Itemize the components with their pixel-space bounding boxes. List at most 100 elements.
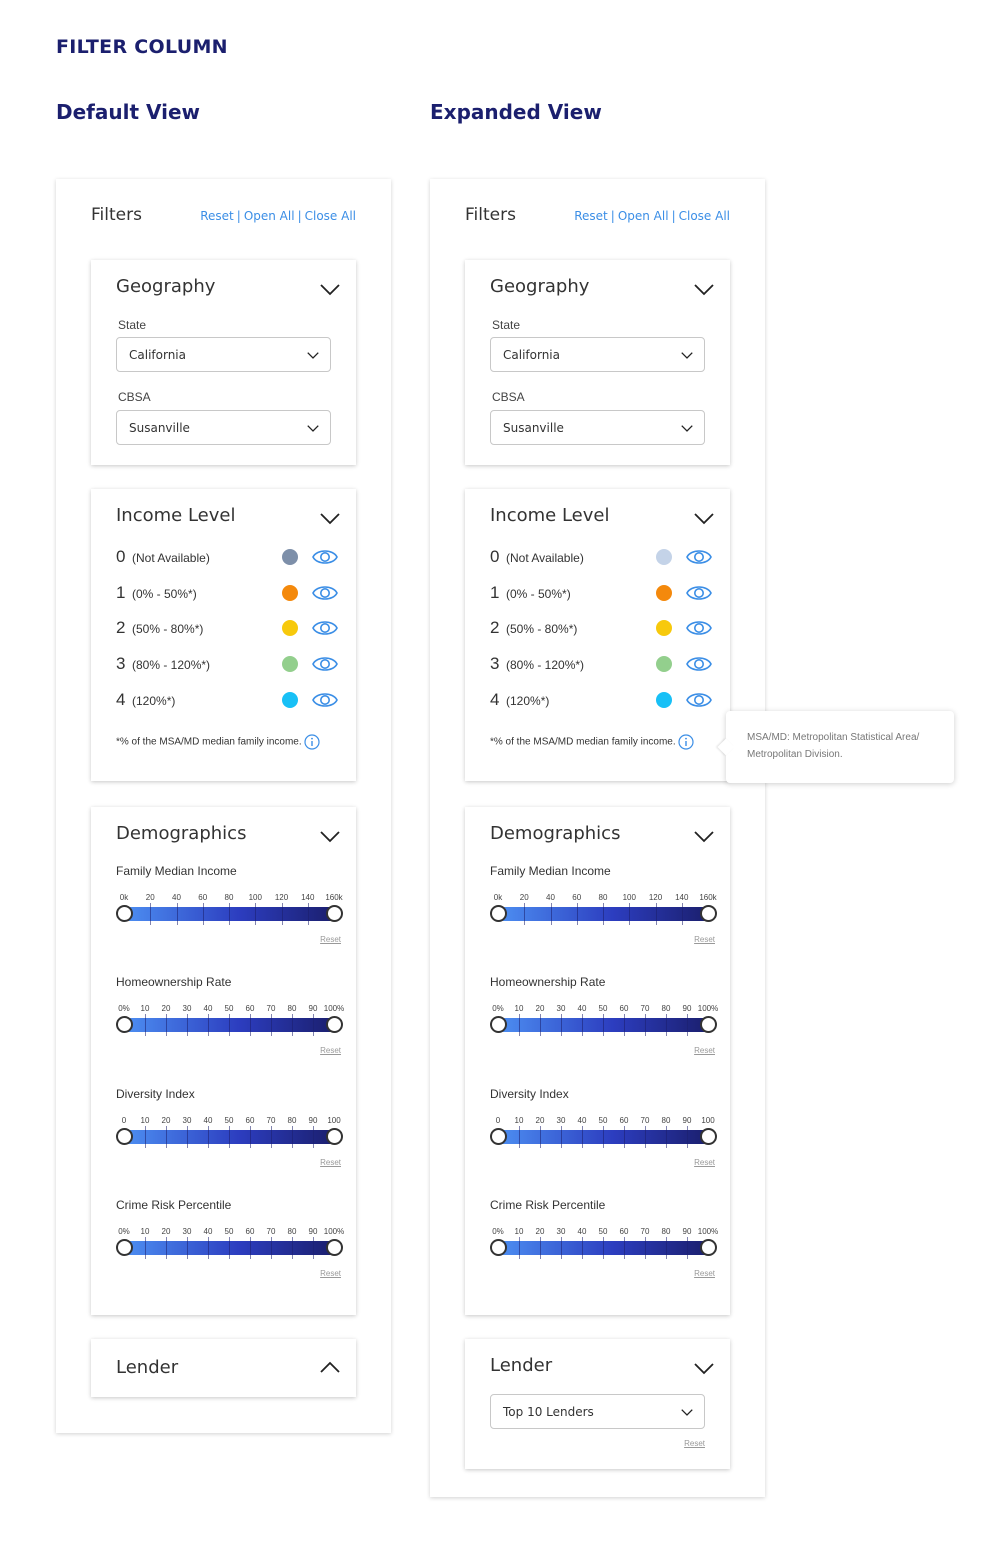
slider-tick-label: 60 [619,1227,629,1236]
slider-reset-link[interactable]: Reset [320,1046,341,1055]
slider-tick-labels: 0% 10 20 30 40 50 60 70 80 90 100% [116,1004,344,1016]
lender-reset-link[interactable]: Reset [684,1439,705,1448]
eye-icon[interactable] [311,582,339,604]
slider-tick [150,903,152,925]
slider-max-handle[interactable] [700,905,717,922]
slider-reset-link[interactable]: Reset [320,1269,341,1278]
slider-track[interactable] [498,1126,708,1148]
slider-reset-link[interactable]: Reset [694,1269,715,1278]
income-level-toggle-chevron-icon[interactable] [318,506,342,530]
expanded-view-title: Expanded View [430,100,602,124]
lender-title: Lender [116,1357,179,1378]
slider-reset-link[interactable]: Reset [320,935,341,944]
close-all-link[interactable]: Close All [678,209,730,223]
slider-tick-label: 0% [492,1227,504,1236]
slider-min-handle[interactable] [116,1239,133,1256]
slider-min-handle[interactable] [490,1239,507,1256]
income-color-swatch [282,691,298,708]
slider-tick-label: 30 [182,1116,192,1125]
info-icon[interactable] [678,734,694,750]
slider-tick-label: 80 [598,893,608,902]
page-title: FILTER COLUMN [56,36,228,58]
eye-icon[interactable] [311,546,339,568]
slider-max-handle[interactable] [326,1016,343,1033]
slider-min-handle[interactable] [116,1128,133,1145]
slider-track[interactable] [498,1014,708,1036]
slider-tick [540,1237,541,1259]
slider-track[interactable] [124,903,334,925]
demographics-toggle-chevron-icon[interactable] [692,824,716,848]
info-icon[interactable] [304,734,320,750]
lender-expand-chevron-icon[interactable] [318,1356,342,1380]
close-all-link[interactable]: Close All [304,209,356,223]
lender-select[interactable]: Top 10 Lenders [490,1394,705,1429]
slider-label: Crime Risk Percentile [116,1198,232,1212]
eye-icon[interactable] [311,653,339,675]
chevron-down-icon [681,425,693,432]
income-footnote: *% of the MSA/MD median family income. [116,734,320,750]
slider-tick [582,1014,583,1036]
slider-min-handle[interactable] [490,1016,507,1033]
eye-icon[interactable] [685,689,713,711]
slider-tick-label: 0k [119,893,129,902]
eye-icon[interactable] [685,582,713,604]
open-all-link[interactable]: Open All [617,209,669,223]
slider-reset-link[interactable]: Reset [694,1046,715,1055]
reset-all-link[interactable]: Reset [574,209,608,223]
eye-icon[interactable] [685,653,713,675]
lender-collapse-chevron-icon[interactable] [692,1356,716,1380]
slider-max-handle[interactable] [326,905,343,922]
cbsa-select[interactable]: Susanville [490,410,705,445]
income-level-toggle-chevron-icon[interactable] [692,506,716,530]
eye-icon[interactable] [685,617,713,639]
geography-toggle-chevron-icon[interactable] [318,277,342,301]
slider-min-handle[interactable] [490,1128,507,1145]
slider-max-handle[interactable] [326,1239,343,1256]
slider-max-handle[interactable] [326,1128,343,1145]
slider-max-handle[interactable] [700,1016,717,1033]
slider-reset-link[interactable]: Reset [320,1158,341,1167]
slider-tick-label: 90 [682,1116,692,1125]
income-level-range: (Not Available) [506,551,584,565]
slider-tick-label: 10 [140,1116,150,1125]
slider-min-handle[interactable] [116,1016,133,1033]
slider-min-handle[interactable] [490,905,507,922]
separator: | [610,209,615,223]
open-all-link[interactable]: Open All [243,209,295,223]
state-select[interactable]: California [116,337,331,372]
cbsa-select[interactable]: Susanville [116,410,331,445]
income-color-swatch [656,620,672,637]
slider-min-handle[interactable] [116,905,133,922]
eye-icon[interactable] [685,546,713,568]
slider-tick [561,1126,562,1148]
slider-tick-label: 80 [224,893,234,902]
demographics-card: Demographics Family Median Income 0k 20 40 60… [91,807,356,1315]
slider-max-handle[interactable] [700,1239,717,1256]
slider-track[interactable] [124,1237,334,1259]
eye-icon[interactable] [311,617,339,639]
state-label: State [492,318,521,332]
slider-tick-label: 10 [514,1004,524,1013]
slider-reset-link[interactable]: Reset [694,1158,715,1167]
reset-all-link[interactable]: Reset [200,209,234,223]
geography-toggle-chevron-icon[interactable] [692,277,716,301]
slider-track[interactable] [124,1014,334,1036]
slider-tick-label: 90 [308,1004,318,1013]
demographics-toggle-chevron-icon[interactable] [318,824,342,848]
slider-tick [271,1014,272,1036]
slider-track[interactable] [498,903,708,925]
slider-reset-link[interactable]: Reset [694,935,715,944]
slider-max-handle[interactable] [700,1128,717,1145]
income-level-title: Income Level [490,505,610,526]
slider-tick-label: 40 [577,1227,587,1236]
eye-icon[interactable] [311,689,339,711]
income-level-range: (120%*) [132,693,176,708]
slider-label: Diversity Index [490,1087,569,1101]
slider-tick [208,1237,209,1259]
slider-track[interactable] [498,1237,708,1259]
filters-title: Filters [91,205,142,225]
slider-tick-label: 60 [619,1004,629,1013]
state-select[interactable]: California [490,337,705,372]
income-level-row: 0 (Not Available) [490,545,715,569]
slider-track[interactable] [124,1126,334,1148]
